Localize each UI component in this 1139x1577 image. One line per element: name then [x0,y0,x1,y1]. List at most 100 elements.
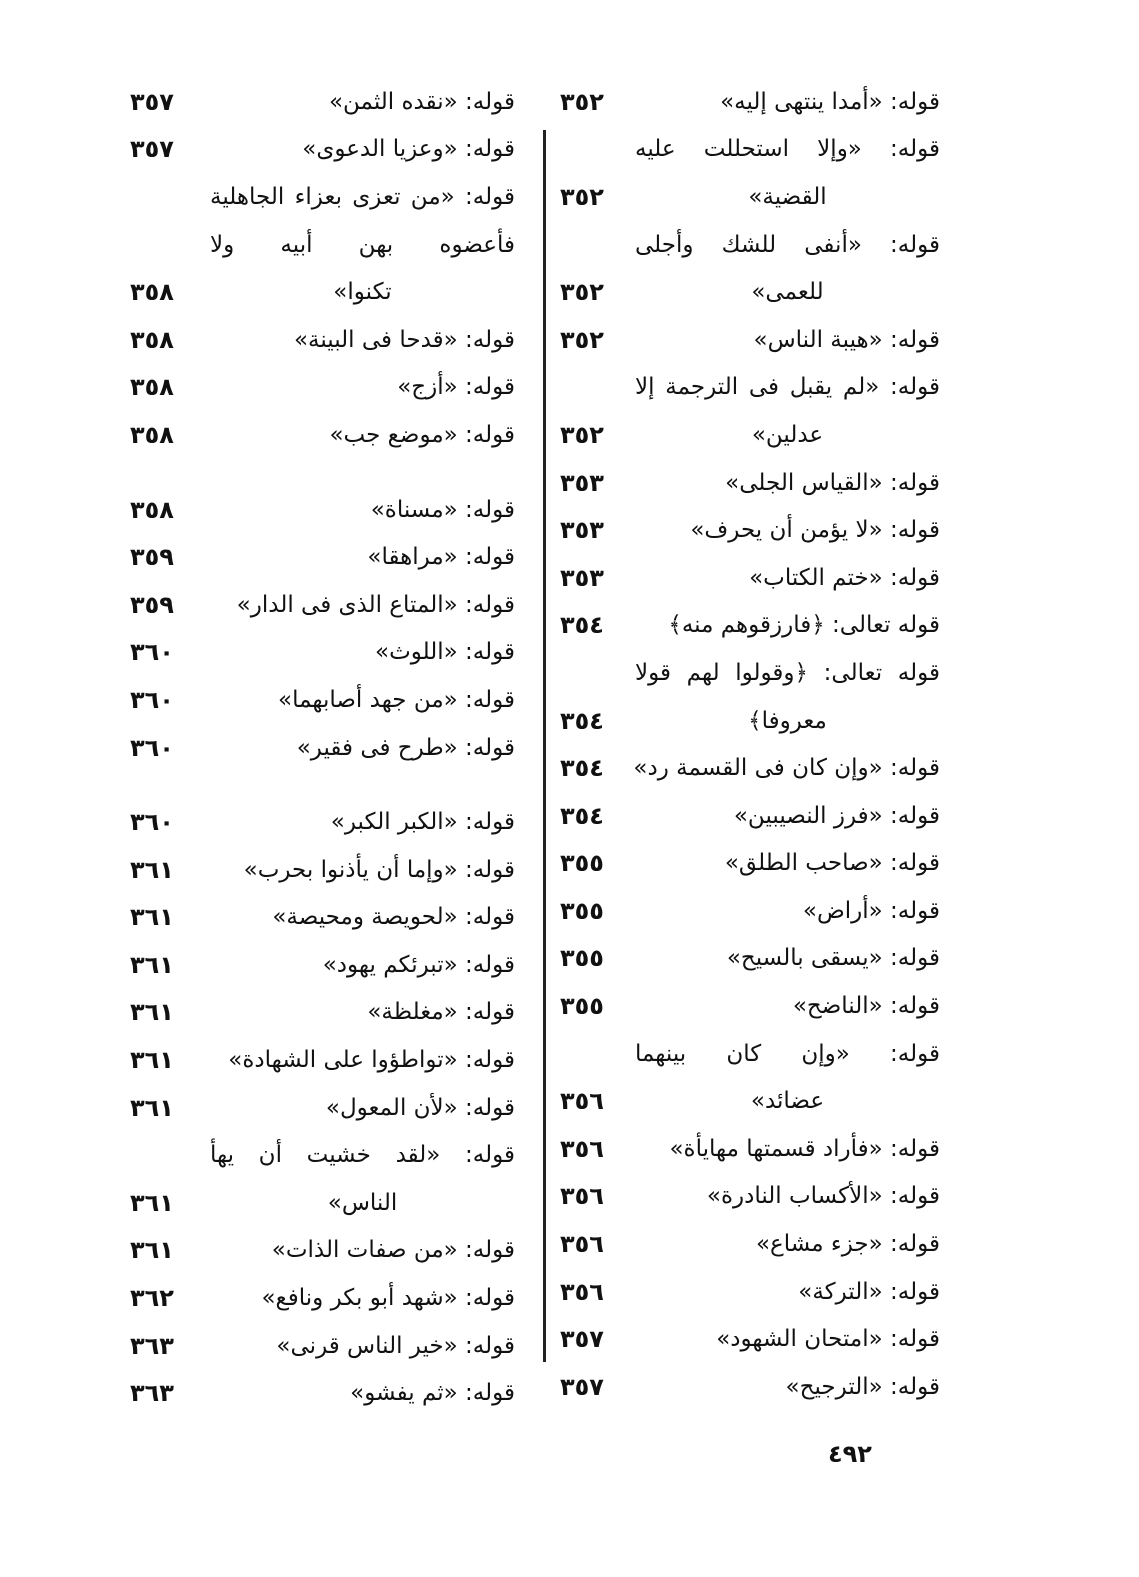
entry-line: قوله: «وإن كان بينهما [560,1030,940,1078]
entry-line: قوله: «أنفى للشك وأجلى [560,221,940,269]
entry-page-number: ٣٥٦ [560,1087,604,1116]
entry-page-number: ٣٥٢ [560,87,604,116]
page-number: ٤٩٢ [828,1440,872,1468]
entry-line: قوله: «الكبر الكبر» ٣٦٠ [130,798,515,846]
entry-page-number: ٣٦١ [130,1236,174,1265]
entry-line: فأعضوه بهن أبيه ولا [130,221,515,269]
index-entry: قوله: «وإن كان بينهما عضائد» ٣٥٦ [560,1030,940,1125]
index-entry: قوله تعالى: ﴿فارزقوهم منه﴾ ٣٥٤ [560,602,940,650]
index-column-left: قوله: «نقده الثمن» ٣٥٧ قوله: «وعزيا الدعوى… [130,78,515,1417]
index-entry: قوله: «الأكساب النادرة» ٣٥٦ [560,1173,940,1221]
entry-text: قوله: «جزء مشاع» [755,1231,940,1258]
entry-page-number: ٣٥٢ [560,325,604,354]
entry-line: للعمى» ٣٥٢ [560,268,940,316]
entry-line: قوله: «هيبة الناس» ٣٥٢ [560,316,940,364]
index-entry: قوله: «الناضح» ٣٥٥ [560,982,940,1030]
index-entry: قوله: «التركة» ٣٥٦ [560,1268,940,1316]
entry-page-number: ٣٥٢ [560,420,604,449]
index-entry: قوله: «نقده الثمن» ٣٥٧ [130,78,515,126]
entry-text: قوله: «وإن كان بينهما [635,1040,940,1067]
entry-text: قوله: «من جهد أصابهما» [278,686,515,713]
index-entry: قوله: «مسناة» ٣٥٨ [130,486,515,534]
entry-text: قوله: «شهد أبو بكر ونافع» [261,1285,515,1312]
entry-text: القضية» [748,183,827,210]
index-entry: قوله: «مراهقا» ٣٥٩ [130,533,515,581]
entry-line: تكنوا» ٣٥٨ [130,268,515,316]
entry-line: قوله: «جزء مشاع» ٣٥٦ [560,1220,940,1268]
index-entry: قوله: «امتحان الشهود» ٣٥٧ [560,1315,940,1363]
entry-line: الناس» ٣٦١ [130,1179,515,1227]
entry-page-number: ٣٥٦ [560,1134,604,1163]
entry-text: قوله: «التركة» [798,1278,940,1305]
entry-text: معروفا﴾ [748,707,827,734]
entry-text: قوله: «طرح فى فقير» [296,734,515,761]
entry-text: قوله: «القياس الجلى» [725,469,940,496]
entry-text: قوله: «الأكساب النادرة» [706,1183,940,1210]
entry-line: قوله: «لا يؤمن أن يحرف» ٣٥٣ [560,506,940,554]
entry-line: عدلين» ٣٥٢ [560,411,940,459]
entry-line: قوله: «وعزيا الدعوى» ٣٥٧ [130,126,515,174]
entry-page-number: ٣٥٥ [560,944,604,973]
entry-page-number: ٣٥٨ [130,325,174,354]
index-entry: قوله: «القياس الجلى» ٣٥٣ [560,459,940,507]
entry-text: قوله: «يسقى بالسيح» [726,945,940,972]
entry-text: قوله: «لحويصة ومحيصة» [272,904,515,931]
index-entry: قوله: «فأراد قسمتها مهايأة» ٣٥٦ [560,1125,940,1173]
entry-line: قوله: «لقد خشيت أن يهأ [130,1131,515,1179]
index-entry: قوله: «وإما أن يأذنوا بحرب» ٣٦١ [130,846,515,894]
entry-text: قوله: «مسناة» [370,496,515,523]
entry-line: قوله: «وإما أن يأذنوا بحرب» ٣٦١ [130,846,515,894]
entry-line: قوله: «نقده الثمن» ٣٥٧ [130,78,515,126]
entry-line: عضائد» ٣٥٦ [560,1077,940,1125]
entry-page-number: ٣٥٣ [560,468,604,497]
index-entry: قوله: «وإن كان فى القسمة رد» ٣٥٤ [560,744,940,792]
entry-text: قوله: «لم يقبل فى الترجمة إلا [635,374,940,401]
index-entry: قوله: «من صفات الذات» ٣٦١ [130,1227,515,1275]
entry-line: قوله: «شهد أبو بكر ونافع» ٣٦٢ [130,1274,515,1322]
entry-page-number: ٣٥٨ [130,278,174,307]
entry-text: قوله: «مراهقا» [367,544,515,571]
entry-line: قوله: «فرز النصيبين» ٣٥٤ [560,792,940,840]
entry-text: قوله: «فرز النصيبين» [733,802,940,829]
entry-page-number: ٣٥٩ [130,590,174,619]
entry-text: قوله: «تبرئكم يهود» [322,951,515,978]
entry-page-number: ٣٥٥ [560,992,604,1021]
entry-page-number: ٣٥٤ [560,611,604,640]
entry-page-number: ٣٥٥ [560,896,604,925]
entry-text: عضائد» [750,1088,825,1115]
entry-text: قوله: «أمدا ينتهى إليه» [720,88,940,115]
index-entry: قوله: «فرز النصيبين» ٣٥٤ [560,792,940,840]
entry-text: قوله: «صاحب الطلق» [724,850,940,877]
entry-page-number: ٣٥٧ [560,1372,604,1401]
entry-page-number: ٣٦١ [130,1093,174,1122]
entry-line: قوله: «أمدا ينتهى إليه» ٣٥٢ [560,78,940,126]
entry-page-number: ٣٥٦ [560,1277,604,1306]
entry-text: قوله: «لأن المعول» [325,1094,515,1121]
entry-line: قوله: «لأن المعول» ٣٦١ [130,1084,515,1132]
entry-line: قوله: «تواطؤوا على الشهادة» ٣٦١ [130,1036,515,1084]
index-entry: قوله: «طرح فى فقير» ٣٦٠ [130,724,515,772]
entry-text: قوله: «تواطؤوا على الشهادة» [228,1047,515,1074]
entry-page-number: ٣٥٩ [130,543,174,572]
entry-page-number: ٣٦٠ [130,685,174,714]
index-entry: قوله: «تبرئكم يهود» ٣٦١ [130,941,515,989]
entry-text: قوله: «من تعزى بعزاء الجاهلية [210,183,515,210]
entry-text: قوله: «وإلا استحللت عليه [635,136,940,163]
index-entry: قوله: «تواطؤوا على الشهادة» ٣٦١ [130,1036,515,1084]
entry-text: قوله: «وعزيا الدعوى» [302,136,515,163]
index-entry: قوله: «لا يؤمن أن يحرف» ٣٥٣ [560,506,940,554]
entry-line: قوله: «اللوث» ٣٦٠ [130,629,515,677]
index-entry: قوله: «ثم يفشو» ٣٦٣ [130,1369,515,1417]
index-entry: قوله: «خير الناس قرنى» ٣٦٣ [130,1322,515,1370]
entry-page-number: ٣٥٥ [560,849,604,878]
index-entry: قوله: «لقد خشيت أن يهأ الناس» ٣٦١ [130,1131,515,1226]
entry-page-number: ٣٦٢ [130,1284,174,1313]
index-entry: قوله: «الترجيح» ٣٥٧ [560,1363,940,1411]
entry-page-number: ٣٦٠ [130,808,174,837]
index-entry: قوله تعالى: ﴿وقولوا لهم قولا معروفا﴾ ٣٥٤ [560,649,940,744]
entry-page-number: ٣٥٦ [560,1182,604,1211]
entry-page-number: ٣٥٧ [130,135,174,164]
entry-line: قوله: «الترجيح» ٣٥٧ [560,1363,940,1411]
entry-line: قوله: «من جهد أصابهما» ٣٦٠ [130,676,515,724]
entry-text: قوله: «الكبر الكبر» [330,809,515,836]
